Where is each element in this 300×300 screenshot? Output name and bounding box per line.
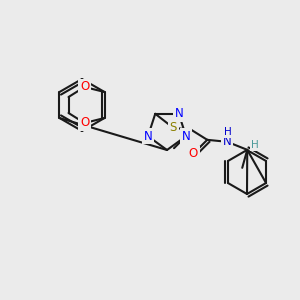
Text: N: N — [182, 130, 190, 143]
Text: O: O — [189, 147, 198, 160]
Text: N: N — [144, 130, 152, 143]
Text: O: O — [80, 116, 89, 130]
Text: N: N — [174, 107, 183, 120]
Text: H: H — [224, 127, 232, 137]
Text: H: H — [251, 140, 259, 150]
Text: S: S — [169, 121, 177, 134]
Text: O: O — [80, 80, 89, 94]
Text: N: N — [223, 135, 232, 148]
